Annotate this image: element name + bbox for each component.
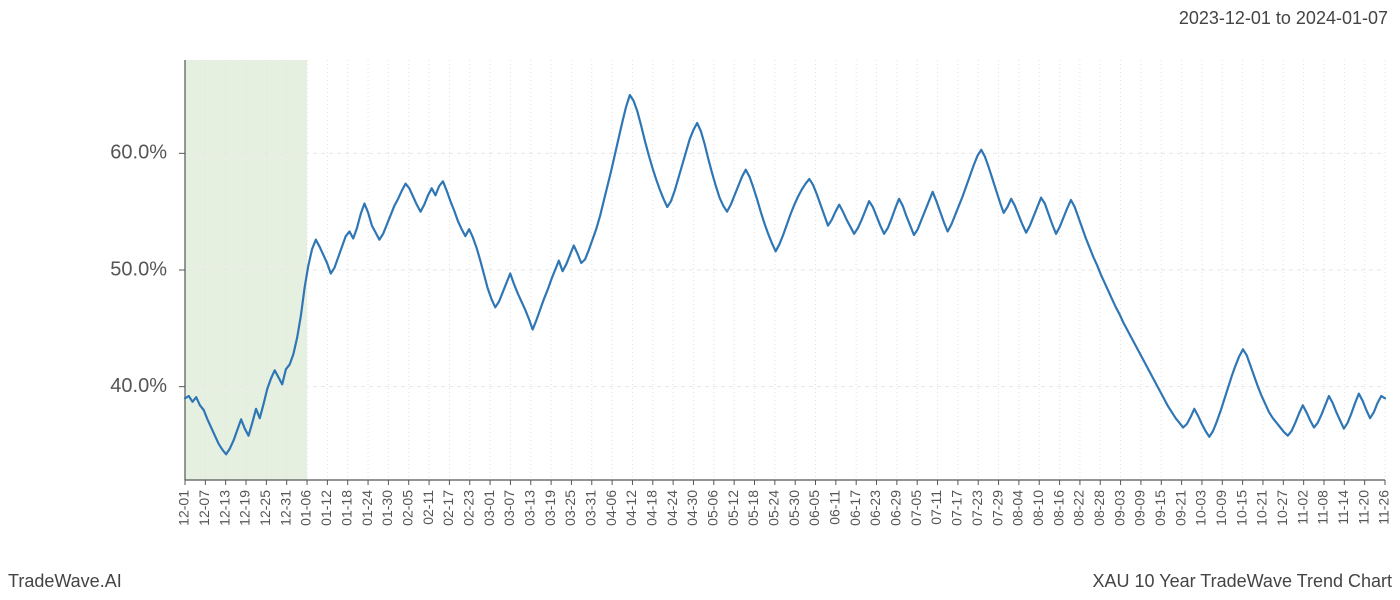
xtick-label: 02-05 xyxy=(399,490,415,526)
xtick-label: 03-25 xyxy=(562,490,578,526)
ytick-label: 50.0% xyxy=(110,258,167,280)
xtick-label: 05-30 xyxy=(786,490,802,526)
xtick-label: 07-29 xyxy=(989,490,1005,526)
trend-line xyxy=(185,95,1385,454)
xtick-label: 09-03 xyxy=(1111,490,1127,526)
xtick-label: 03-31 xyxy=(582,490,598,526)
xtick-label: 01-12 xyxy=(318,490,334,526)
chart-container: 2023-12-01 to 2024-01-07 40.0%50.0%60.0%… xyxy=(0,0,1400,600)
xtick-label: 12-19 xyxy=(237,490,253,526)
xtick-label: 11-08 xyxy=(1315,490,1331,525)
xtick-label: 08-10 xyxy=(1030,490,1046,526)
xtick-label: 07-11 xyxy=(928,490,944,525)
xtick-label: 06-17 xyxy=(847,490,863,526)
xtick-label: 10-21 xyxy=(1254,490,1270,526)
xtick-label: 07-23 xyxy=(969,490,985,526)
xtick-label: 02-23 xyxy=(460,490,476,526)
xtick-label: 10-09 xyxy=(1213,490,1229,526)
xtick-label: 08-16 xyxy=(1050,490,1066,526)
xtick-label: 10-27 xyxy=(1274,490,1290,526)
xtick-label: 01-06 xyxy=(298,490,314,526)
xtick-label: 11-02 xyxy=(1294,490,1310,525)
xtick-label: 04-12 xyxy=(623,490,639,526)
xtick-label: 10-03 xyxy=(1193,490,1209,526)
xtick-label: 02-11 xyxy=(420,490,436,525)
footer-title: XAU 10 Year TradeWave Trend Chart xyxy=(1093,571,1393,592)
xtick-label: 08-22 xyxy=(1071,490,1087,526)
xtick-label: 12-25 xyxy=(257,490,273,526)
xtick-label: 12-13 xyxy=(216,490,232,526)
ytick-label: 60.0% xyxy=(110,142,167,164)
xtick-label: 06-05 xyxy=(806,490,822,526)
xtick-label: 03-07 xyxy=(501,490,517,526)
xtick-label: 11-14 xyxy=(1335,490,1351,525)
xtick-label: 07-17 xyxy=(949,490,965,526)
xtick-label: 09-15 xyxy=(1152,490,1168,526)
xtick-label: 12-07 xyxy=(196,490,212,526)
xtick-label: 04-30 xyxy=(684,490,700,526)
xtick-label: 05-24 xyxy=(766,490,782,526)
xtick-label: 05-18 xyxy=(745,490,761,526)
xtick-label: 11-26 xyxy=(1376,490,1392,525)
xtick-label: 11-20 xyxy=(1355,490,1371,525)
trend-chart: 40.0% 50.0% 60.0% 12-0112-0712-13 12-1912-25… xyxy=(0,0,1400,600)
xtick-label: 05-12 xyxy=(725,490,741,526)
xtick-label: 01-18 xyxy=(338,490,354,526)
xtick-label: 12-01 xyxy=(176,490,192,526)
xtick-label: 06-11 xyxy=(827,490,843,525)
xtick-label: 09-09 xyxy=(1132,490,1148,526)
xtick-label: 06-29 xyxy=(888,490,904,526)
xtick-label: 12-31 xyxy=(277,490,293,526)
xtick-label: 01-30 xyxy=(379,490,395,526)
xtick-label: 01-24 xyxy=(359,490,375,526)
xtick-label: 03-19 xyxy=(542,490,558,526)
xtick-label: 03-13 xyxy=(521,490,537,526)
xtick-label: 08-28 xyxy=(1091,490,1107,526)
xtick-label: 09-21 xyxy=(1172,490,1188,526)
xtick-label: 05-06 xyxy=(705,490,721,526)
xtick-label: 03-01 xyxy=(481,490,497,526)
xtick-label: 02-17 xyxy=(440,490,456,526)
ytick-label: 40.0% xyxy=(110,375,167,397)
xtick-label: 04-18 xyxy=(643,490,659,526)
xtick-label: 07-05 xyxy=(908,490,924,526)
xtick-label: 06-23 xyxy=(867,490,883,526)
xtick-label: 10-15 xyxy=(1233,490,1249,526)
xtick-label: 04-24 xyxy=(664,490,680,526)
xtick-label: 08-04 xyxy=(1010,490,1026,526)
footer-brand: TradeWave.AI xyxy=(8,571,122,592)
xtick-label: 04-06 xyxy=(603,490,619,526)
